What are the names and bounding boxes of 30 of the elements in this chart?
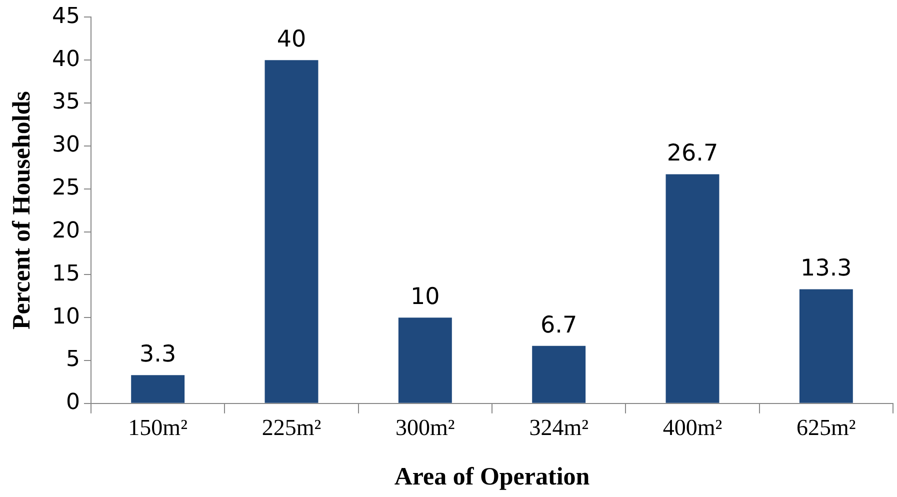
x-tick-label: 400m² [662,415,722,440]
bar [532,346,586,403]
bar [131,375,185,403]
y-tick-label: 40 [52,46,80,72]
y-tick-label: 30 [52,132,80,158]
data-label: 13.3 [800,256,852,282]
y-tick-label: 45 [52,4,80,29]
y-tick-label: 25 [52,176,80,201]
bar [264,60,318,403]
bar [799,289,853,403]
bar [666,174,720,403]
data-label: 6.7 [540,312,578,338]
data-label: 40 [276,26,306,53]
x-axis-title: Area of Operation [394,463,590,490]
y-tick-label: 35 [52,90,80,115]
data-label: 10 [410,284,440,310]
x-tick-label: 300m² [396,415,455,440]
data-label: 3.3 [140,342,176,368]
y-tick-label: 5 [66,347,80,372]
x-tick-label: 150m² [128,415,188,440]
x-tick-label: 225m² [262,415,322,440]
y-tick-label: 15 [52,261,80,286]
x-tick-label: 324m² [529,415,589,440]
x-tick-label: 625m² [796,415,856,440]
y-tick-label: 10 [52,304,80,330]
data-label: 26.7 [666,140,718,167]
bar [398,318,452,403]
y-tick-label: 20 [52,218,80,244]
y-tick-label: 0 [66,390,80,416]
y-axis-title: Percent of Households [8,90,36,330]
